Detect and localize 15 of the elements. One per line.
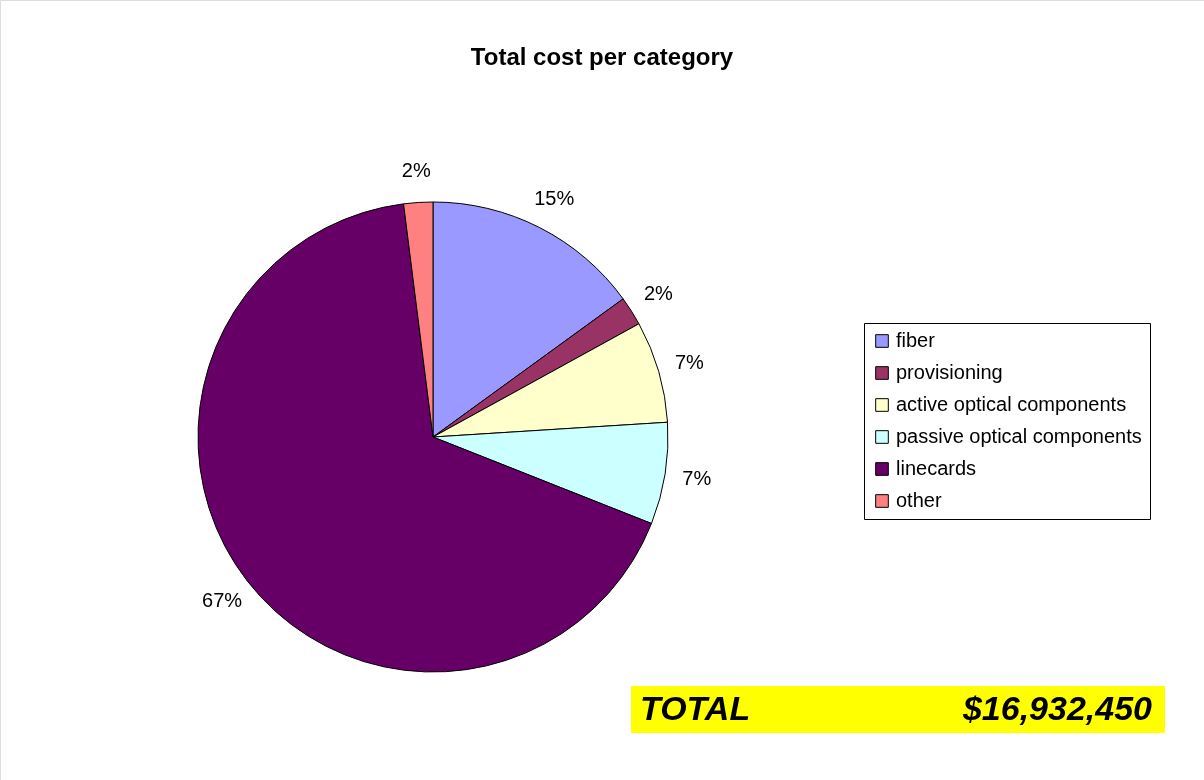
data-label: 2% <box>401 158 431 181</box>
data-label: 67% <box>202 588 243 611</box>
legend-label: other <box>896 489 942 511</box>
legend-label: passive optical components <box>896 425 1142 447</box>
text: $16,932,450 <box>961 689 1153 727</box>
data-label: 7% <box>674 350 705 373</box>
data-label: 7% <box>682 466 712 489</box>
legend-label: linecards <box>896 457 977 479</box>
chart-title: Total cost per category <box>470 43 734 70</box>
data-label: 15% <box>534 187 575 210</box>
text: TOTAL <box>640 689 751 727</box>
legend-label: provisioning <box>896 361 1003 383</box>
legend-label: active optical components <box>896 393 1127 415</box>
legend-label: fiber <box>896 329 936 351</box>
data-label: 2% <box>643 281 674 304</box>
